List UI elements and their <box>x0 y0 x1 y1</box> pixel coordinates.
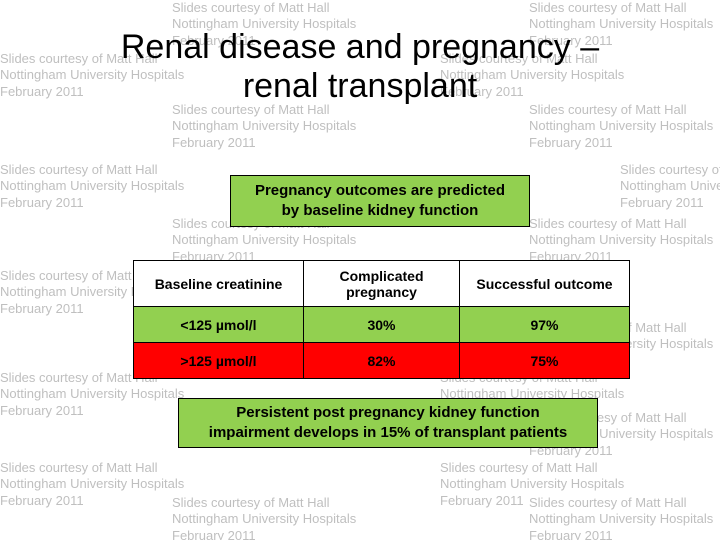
table-cell: >125 µmol/l <box>134 343 304 379</box>
title-line-2: renal transplant <box>243 67 477 105</box>
table-row: <125 µmol/l 30% 97% <box>134 307 630 343</box>
table-cell: 82% <box>304 343 460 379</box>
table-cell: <125 µmol/l <box>134 307 304 343</box>
table-header-row: Baseline creatinine Complicated pregnanc… <box>134 261 630 307</box>
outcome-table: Baseline creatinine Complicated pregnanc… <box>133 260 630 379</box>
callout-impairment: Persistent post pregnancy kidney functio… <box>178 398 598 448</box>
table-cell: 30% <box>304 307 460 343</box>
table-col-header: Successful outcome <box>460 261 630 307</box>
callout-2-line-2: impairment develops in 15% of transplant… <box>209 424 567 441</box>
table-col-header: Complicated pregnancy <box>304 261 460 307</box>
table-row: >125 µmol/l 82% 75% <box>134 343 630 379</box>
table-cell: 75% <box>460 343 630 379</box>
callout-1-line-1: Pregnancy outcomes are predicted <box>255 182 505 199</box>
slide-title: Renal disease and pregnancy – renal tran… <box>0 28 720 106</box>
table-col-header: Baseline creatinine <box>134 261 304 307</box>
table-cell: 97% <box>460 307 630 343</box>
callout-outcomes: Pregnancy outcomes are predicted by base… <box>230 175 530 227</box>
callout-1-line-2: by baseline kidney function <box>282 202 479 219</box>
slide-content: Renal disease and pregnancy – renal tran… <box>0 0 720 540</box>
callout-2-line-1: Persistent post pregnancy kidney functio… <box>236 404 539 421</box>
title-line-1: Renal disease and pregnancy – <box>121 28 599 66</box>
